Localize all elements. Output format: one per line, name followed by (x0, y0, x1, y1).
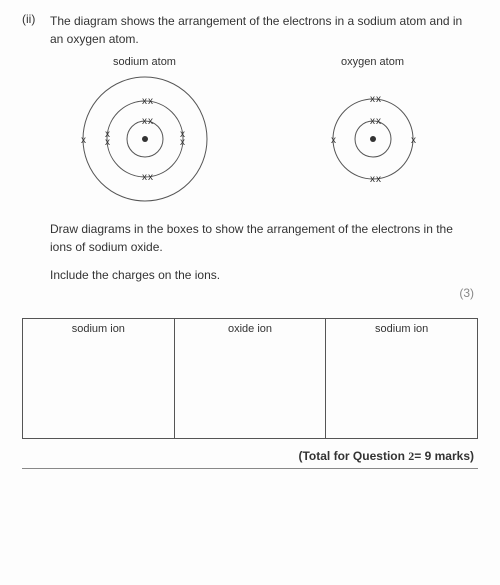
svg-text:x: x (148, 172, 153, 183)
divider (22, 468, 478, 469)
oxygen-atom-diagram: x x x x x x x x (325, 74, 421, 204)
table-header-oxide: oxide ion (174, 319, 326, 341)
oxygen-atom-block: oxygen atom x x x x x x x x (325, 56, 421, 204)
svg-text:x: x (370, 174, 375, 185)
instruction-draw: Draw diagrams in the boxes to show the a… (50, 220, 478, 256)
svg-text:x: x (148, 96, 153, 107)
answer-table: sodium ion oxide ion sodium ion (22, 318, 478, 439)
svg-text:x: x (180, 137, 185, 148)
total-prefix: (Total for Question (299, 449, 409, 463)
atoms-row: sodium atom x x x x x x x x x x x oxygen… (22, 56, 478, 204)
svg-text:x: x (148, 116, 153, 127)
question-line1: The diagram shows the arrangement of the… (50, 14, 462, 28)
svg-text:x: x (142, 116, 147, 127)
total-suffix: = 9 marks) (414, 449, 474, 463)
svg-text:x: x (331, 135, 336, 146)
question-text: The diagram shows the arrangement of the… (50, 12, 462, 48)
total-marks: (Total for Question 2= 9 marks) (22, 449, 474, 464)
answer-cell-sodium-2[interactable] (326, 341, 478, 439)
table-header-sodium-1: sodium ion (23, 319, 175, 341)
svg-text:x: x (105, 137, 110, 148)
question-line2: an oxygen atom. (50, 32, 139, 46)
svg-text:x: x (81, 135, 86, 146)
svg-text:x: x (411, 135, 416, 146)
svg-text:x: x (376, 174, 381, 185)
instruction-charges: Include the charges on the ions. (50, 268, 478, 282)
svg-text:x: x (376, 94, 381, 105)
question-number: (ii) (22, 12, 42, 48)
svg-text:x: x (376, 116, 381, 127)
sodium-atom-block: sodium atom x x x x x x x x x x x (80, 56, 210, 204)
sodium-atom-diagram: x x x x x x x x x x x (80, 74, 210, 204)
oxygen-atom-label: oxygen atom (341, 56, 404, 68)
svg-text:x: x (370, 94, 375, 105)
marks-inline: (3) (22, 286, 474, 300)
answer-cell-sodium-1[interactable] (23, 341, 175, 439)
svg-text:x: x (142, 96, 147, 107)
instruction-line2: ions of sodium oxide. (50, 240, 163, 254)
table-header-sodium-2: sodium ion (326, 319, 478, 341)
svg-text:x: x (142, 172, 147, 183)
sodium-atom-label: sodium atom (113, 56, 176, 68)
instruction-line1: Draw diagrams in the boxes to show the a… (50, 222, 453, 236)
answer-cell-oxide[interactable] (174, 341, 326, 439)
svg-text:x: x (370, 116, 375, 127)
question-row: (ii) The diagram shows the arrangement o… (22, 12, 478, 48)
